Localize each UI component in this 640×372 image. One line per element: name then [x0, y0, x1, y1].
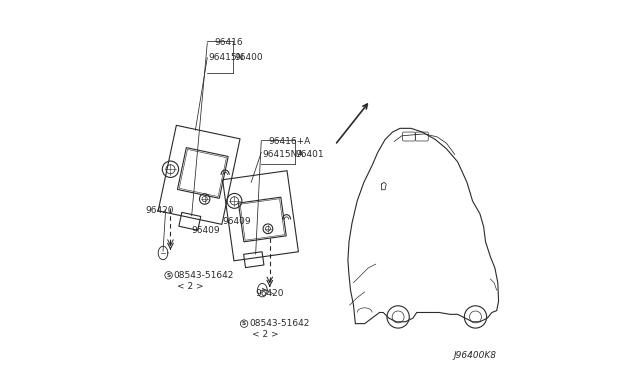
Text: < 2 >: < 2 > — [177, 282, 204, 291]
Text: < 2 >: < 2 > — [252, 330, 279, 339]
Text: 96420: 96420 — [145, 206, 173, 215]
Text: 96415NA: 96415NA — [262, 150, 304, 159]
Text: 96409: 96409 — [222, 217, 251, 226]
Text: 96400: 96400 — [234, 53, 263, 62]
Text: 96420: 96420 — [255, 289, 284, 298]
Text: S: S — [166, 273, 171, 278]
Text: 96415N: 96415N — [209, 53, 244, 62]
Text: S: S — [242, 321, 246, 326]
Text: 96416+A: 96416+A — [268, 137, 310, 146]
Text: 96401: 96401 — [296, 150, 324, 159]
Text: 96416: 96416 — [214, 38, 243, 47]
Text: 08543-51642: 08543-51642 — [250, 319, 310, 328]
Text: 96409: 96409 — [191, 226, 220, 235]
Text: 08543-51642: 08543-51642 — [174, 271, 234, 280]
Text: J96400K8: J96400K8 — [454, 351, 497, 360]
